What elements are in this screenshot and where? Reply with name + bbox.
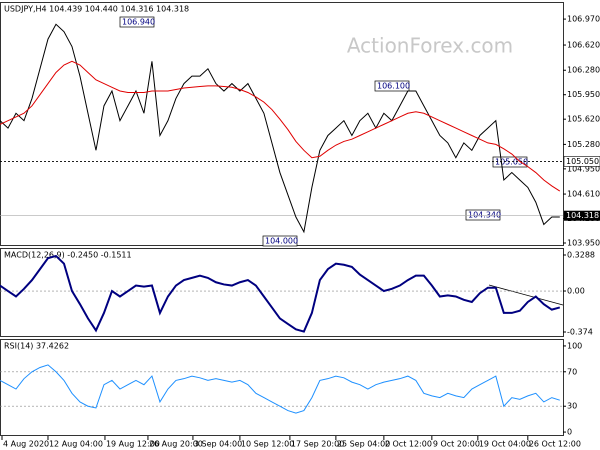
annotations: 106.940 106.100 105.050 104.340 104.000 (119, 16, 528, 247)
y-tick-label: 105.950 (567, 90, 600, 99)
series-line (0, 60, 561, 192)
y-tick-label: 104.950 (567, 164, 600, 173)
annotation-box (262, 235, 298, 247)
macd-frame (0, 248, 564, 337)
annotation: 106.100 (377, 82, 410, 91)
y-tick-label: -0.374 (567, 328, 593, 337)
y-tick-label: 0.00 (567, 287, 585, 296)
annotation: 106.940 (122, 18, 155, 27)
watermark: ActionForex.com (347, 34, 513, 58)
x-tick-label: 19 Oct 04:00 (479, 440, 531, 449)
x-tick-label: 19 Aug 12:00 (106, 440, 160, 449)
y-tick-label: 106.970 (567, 15, 600, 24)
annotation-box (465, 209, 501, 221)
annotation: 105.050 (495, 158, 528, 167)
macd-trendline (488, 284, 564, 306)
annotation-box (492, 156, 528, 168)
x-tick-label: 12 Aug 04:00 (49, 440, 103, 449)
x-tick-label: 2 Oct 12:00 (385, 440, 432, 449)
annotation-box (374, 80, 410, 92)
x-tick-label: 25 Sep 04:00 (337, 440, 390, 449)
x-tick-label: 4 Aug 2020 (3, 440, 49, 449)
last-price-label: 104.318 (566, 211, 599, 220)
y-tick-label: 30 (567, 402, 577, 411)
y-tick-label: 103.950 (567, 238, 600, 247)
annotation: 104.340 (468, 211, 501, 220)
y-tick-label: 100 (567, 341, 582, 350)
x-tick-label: 17 Sep 20:00 (291, 440, 344, 449)
y-tick-label: 105.620 (567, 115, 600, 124)
series-line (0, 364, 560, 414)
header: USDJPY,H4 104.439 104.440 104.316 104.31… (4, 5, 189, 14)
x-tick-label: 3 Sep 04:00 (194, 440, 242, 449)
last-price-tag (564, 210, 600, 221)
y-tick-label: 0 (567, 428, 572, 437)
y-tick-label: 105.280 (567, 140, 600, 149)
rsi-header: RSI(14) 37.4262 (4, 342, 69, 351)
annotation: 104.000 (265, 237, 298, 246)
macd-header: MACD(12,26,9) -0.2450 -0.1511 (4, 251, 132, 260)
series-line (0, 254, 561, 333)
x-tick-label: 26 Oct 12:00 (529, 440, 581, 449)
y-tick-label: 104.610 (567, 190, 600, 199)
rsi-frame (0, 339, 564, 436)
level-label: 105.050 (566, 157, 599, 166)
level-tag (563, 156, 600, 167)
y-tick-label: 106.280 (567, 66, 600, 75)
y-tick-label: 106.620 (567, 41, 600, 50)
x-tick-label: 26 Aug 20:00 (149, 440, 203, 449)
y-tick-label: 70 (567, 367, 577, 376)
x-tick-label: 9 Oct 20:00 (433, 440, 480, 449)
series-line (0, 23, 560, 234)
y-tick-label: 0.3288 (567, 250, 595, 259)
annotation-box (119, 16, 155, 28)
x-tick-label: 10 Sep 12:00 (241, 440, 294, 449)
